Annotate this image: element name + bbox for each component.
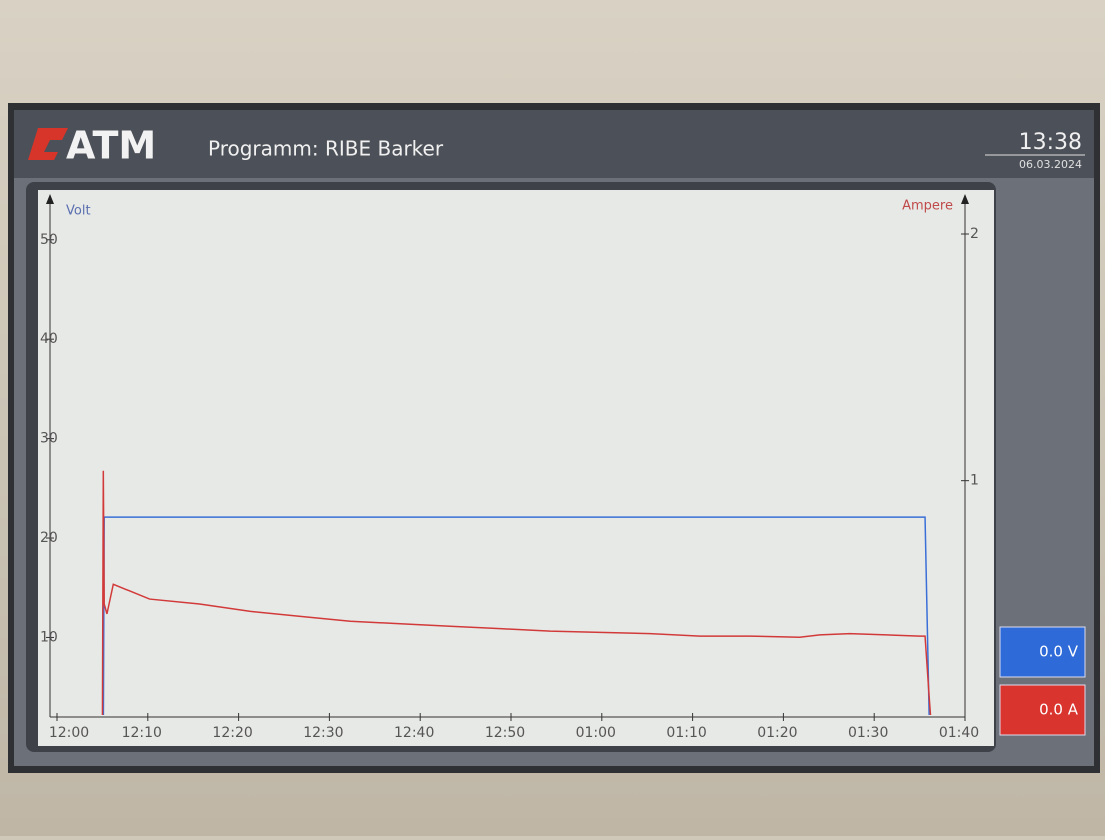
y-tick-label: 40 xyxy=(40,331,58,347)
y-axis-label: Volt xyxy=(66,204,91,219)
x-tick-label: 01:40 xyxy=(939,725,979,741)
header-bar xyxy=(14,110,1094,178)
clock-time: 13:38 xyxy=(1019,130,1082,155)
x-tick-label: 12:40 xyxy=(394,725,434,741)
chart-area xyxy=(38,190,994,746)
x-tick-label: 01:00 xyxy=(576,725,616,741)
x-tick-label: 12:30 xyxy=(303,725,343,741)
current-value: 0.0 A xyxy=(1039,701,1079,719)
y-tick-label: 20 xyxy=(40,530,58,546)
x-tick-label: 01:30 xyxy=(848,725,888,741)
x-tick-label: 01:10 xyxy=(666,725,706,741)
page: ATM Programm: RIBE Barker 13:38 06.03.20… xyxy=(0,0,1105,836)
logo: ATM xyxy=(66,124,156,168)
x-tick-label: 01:20 xyxy=(757,725,797,741)
y-tick-label: 10 xyxy=(40,629,58,645)
x-tick-label: 12:00 xyxy=(49,725,89,741)
y-tick-label: 50 xyxy=(40,232,58,248)
program-title: Programm: RIBE Barker xyxy=(208,137,444,161)
x-tick-label: 12:10 xyxy=(122,725,162,741)
y2-tick-label: 2 xyxy=(970,226,979,242)
clock-date: 06.03.2024 xyxy=(1019,158,1082,171)
screen-photo: ATM Programm: RIBE Barker 13:38 06.03.20… xyxy=(0,0,1105,836)
x-tick-label: 12:50 xyxy=(485,725,525,741)
x-tick-label: 12:20 xyxy=(212,725,252,741)
voltage-value: 0.0 V xyxy=(1039,643,1079,661)
y2-tick-label: 1 xyxy=(970,473,979,489)
y2-axis-label: Ampere xyxy=(902,199,953,214)
y-tick-label: 30 xyxy=(40,431,58,447)
